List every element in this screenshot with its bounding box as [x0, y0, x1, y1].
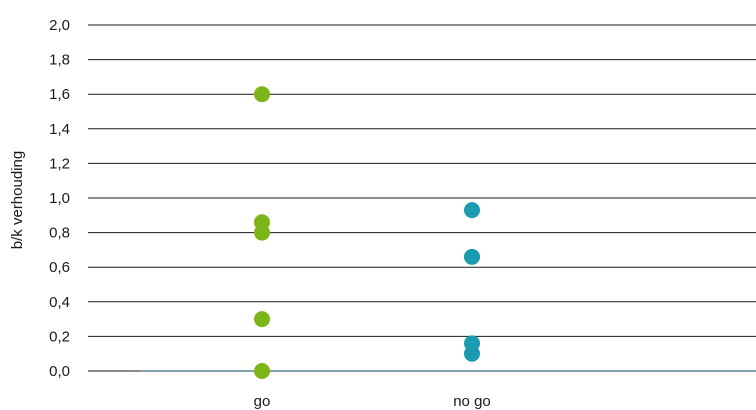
y-tick-label: 1,4 [49, 121, 70, 138]
y-tick-label: 0,2 [49, 328, 70, 345]
y-axis-title: b/k verhouding [9, 151, 26, 249]
y-tick-label: 0,8 [49, 225, 70, 242]
data-point [464, 345, 480, 362]
y-tick-label: 0,4 [49, 294, 70, 311]
data-point [254, 224, 270, 241]
y-tick-label: 2,0 [49, 17, 70, 34]
data-point [254, 86, 270, 103]
category-label: go [254, 393, 271, 410]
y-tick-label: 0,0 [49, 363, 70, 380]
data-point [254, 363, 270, 379]
data-point [254, 311, 270, 328]
y-tick-labels: 0,0 0,2 0,4 0,6 0,8 1,0 1,2 1,4 1,6 1,8 2,0 [49, 17, 70, 380]
category-label: no go [453, 393, 491, 410]
y-tick-label: 1,6 [49, 86, 70, 103]
data-point [464, 248, 480, 265]
gridlines [88, 24, 756, 372]
data-points [254, 86, 480, 379]
y-tick-label: 1,8 [49, 52, 70, 69]
y-tick-label: 1,0 [49, 190, 70, 207]
y-tick-label: 1,2 [49, 155, 70, 172]
data-point [464, 202, 480, 219]
category-labels: go no go [254, 393, 491, 410]
y-tick-label: 0,6 [49, 259, 70, 276]
